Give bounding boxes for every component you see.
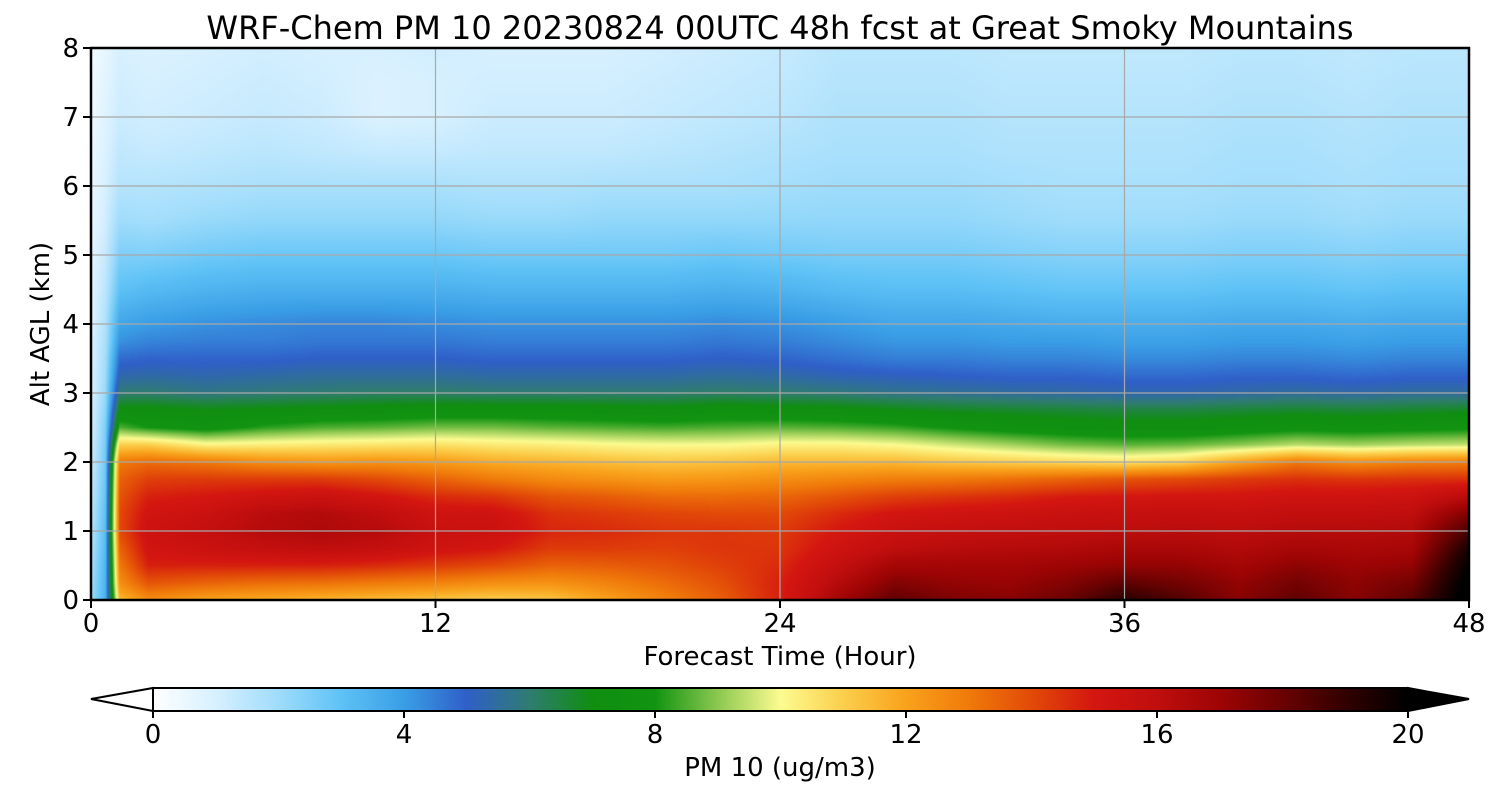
y-tick-label-6: 6: [62, 172, 79, 202]
y-axis-label: Alt AGL (km): [26, 242, 56, 406]
chart-title: WRF-Chem PM 10 20230824 00UTC 48h fcst a…: [206, 9, 1353, 47]
colorbar-tick-label-0: 0: [145, 720, 162, 750]
y-tick-label-4: 4: [62, 310, 79, 340]
y-tick-label-2: 2: [62, 448, 79, 478]
colorbar-tick-label-1: 4: [396, 720, 413, 750]
colorbar: 0 4 8 12 16 20 PM 10 (ug/m3): [90, 686, 1470, 783]
colorbar-ticks: 0 4 8 12 16 20: [145, 711, 1425, 750]
colorbar-tick-label-3: 12: [889, 720, 922, 750]
y-tick-label-7: 7: [62, 103, 79, 133]
colorbar-tick-label-2: 8: [647, 720, 664, 750]
x-axis: 0 12 24 36 48: [83, 600, 1486, 639]
y-axis: 0 1 2 3 4 5 6 7 8: [62, 34, 91, 616]
plot-area: [89, 46, 1471, 602]
x-axis-label: Forecast Time (Hour): [643, 642, 916, 672]
x-tick-label-2: 24: [763, 609, 796, 639]
colorbar-extend-high: [1407, 686, 1470, 713]
x-tick-label-3: 36: [1108, 609, 1141, 639]
colorbar-label: PM 10 (ug/m3): [684, 753, 876, 783]
colorbar-tick-label-5: 20: [1391, 720, 1424, 750]
colorbar-tick-label-4: 16: [1140, 720, 1173, 750]
colorbar-gradient: [152, 687, 1409, 712]
y-tick-label-1: 1: [62, 517, 79, 547]
x-tick-label-0: 0: [83, 609, 100, 639]
y-tick-label-8: 8: [62, 34, 79, 64]
x-tick-label-1: 12: [419, 609, 452, 639]
y-tick-label-5: 5: [62, 241, 79, 271]
y-tick-label-0: 0: [62, 586, 79, 616]
x-tick-label-4: 48: [1452, 609, 1485, 639]
y-tick-label-3: 3: [62, 379, 79, 409]
colorbar-extend-low: [90, 686, 154, 713]
